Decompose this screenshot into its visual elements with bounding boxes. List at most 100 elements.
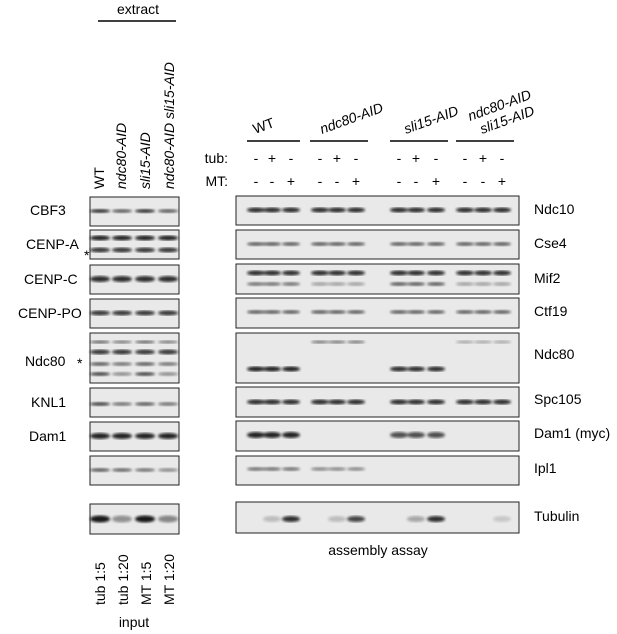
mt-sign: - (254, 173, 259, 189)
right-label-mif2: Mif2 (534, 270, 561, 286)
assay-band (474, 270, 492, 276)
input-band (90, 372, 110, 376)
mt-sign: + (352, 173, 360, 189)
input-band (112, 247, 132, 253)
mt-sign: - (397, 173, 402, 189)
input-band (158, 468, 178, 472)
assay-band (407, 310, 425, 314)
assay-band (456, 282, 474, 286)
assay-band (282, 467, 300, 471)
assay-band (390, 207, 408, 213)
assay-band (263, 467, 281, 471)
input-band (135, 372, 155, 376)
input-band (158, 310, 178, 316)
input-band (112, 433, 132, 439)
assay-band (474, 207, 492, 213)
input-label: input (119, 614, 149, 630)
input-band (158, 362, 178, 366)
input-band (135, 235, 155, 241)
input-band (135, 402, 155, 406)
assay-band (407, 432, 425, 438)
input-band (135, 340, 155, 344)
input-band (135, 209, 155, 213)
input-band (90, 468, 110, 472)
assay-band (493, 516, 511, 522)
assay-band (263, 270, 281, 276)
assay-band (390, 242, 408, 246)
assay-band (390, 399, 408, 405)
group-ndc80: ndc80-AID (318, 99, 386, 137)
extract-lane-wt: WT (91, 167, 107, 189)
assay-band (427, 432, 445, 438)
assay-band (456, 207, 474, 213)
input-band (112, 362, 132, 366)
input-band (90, 340, 110, 344)
assay-band (474, 399, 492, 405)
assay-band (328, 242, 346, 246)
group-wt: WT (251, 114, 277, 137)
input-band (158, 349, 178, 355)
assay-band (427, 207, 445, 213)
tub-sign: - (254, 150, 259, 166)
assay-panel-ipl1 (235, 455, 520, 486)
tub-sign: + (333, 150, 341, 166)
input-band (90, 349, 110, 355)
assay-band (247, 242, 265, 246)
assay-band (493, 207, 511, 213)
assay-band (407, 516, 425, 522)
assay-blots (235, 195, 520, 534)
assay-band (282, 399, 300, 405)
assay-band (247, 366, 265, 372)
assay-band (427, 242, 445, 246)
assay-band (390, 270, 408, 276)
assay-band (247, 467, 265, 471)
assay-band (247, 207, 265, 213)
input-band (112, 402, 132, 406)
extract-lane-sli15: sli15-AID (137, 132, 153, 189)
assay-band (456, 399, 474, 405)
input-band (158, 247, 178, 253)
assay-band (328, 399, 346, 405)
input-band (112, 209, 132, 213)
right-label-dam1-myc: Dam1 (myc) (534, 425, 610, 441)
assay-band (263, 366, 281, 372)
assay-band (311, 207, 329, 213)
tub-sign: - (397, 150, 402, 166)
mt-sign: + (498, 173, 506, 189)
input-band (135, 433, 155, 439)
assay-band (427, 516, 445, 522)
tub-sign: - (354, 150, 359, 166)
assay-band (474, 282, 492, 286)
assay-band (263, 516, 281, 522)
assay-band (493, 242, 511, 246)
assay-band (311, 242, 329, 246)
assay-band (328, 207, 346, 213)
extract-header: extract (117, 1, 159, 17)
asterisk-ndc80: * (77, 355, 83, 371)
assay-band (390, 432, 408, 438)
tub-sign: + (412, 150, 420, 166)
input-band (158, 276, 178, 282)
input-band (112, 340, 132, 344)
right-label-ndc10: Ndc10 (534, 201, 575, 217)
label-cbf3: CBF3 (30, 202, 66, 218)
mt-sign: + (432, 173, 440, 189)
tub-sign: - (289, 150, 294, 166)
input-band (90, 247, 110, 253)
input-band (158, 402, 178, 406)
assay-band (427, 366, 445, 372)
input-band (112, 468, 132, 472)
assay-band (328, 467, 346, 471)
input-band (135, 310, 155, 316)
assay-band (456, 310, 474, 314)
asterisk-cenp-a: * (84, 247, 90, 263)
assay-band (247, 310, 265, 314)
assay-band (407, 399, 425, 405)
assay-band (347, 310, 365, 314)
row-tub-label: tub: (205, 150, 228, 166)
mt-sign: + (287, 173, 295, 189)
assay-band (390, 282, 408, 286)
assay-band (247, 282, 265, 286)
assay-band (493, 270, 511, 276)
input-band (135, 349, 155, 355)
